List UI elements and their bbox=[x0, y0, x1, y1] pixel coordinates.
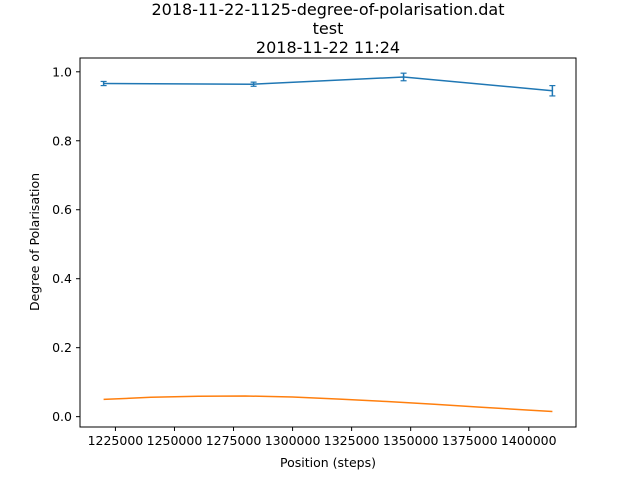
x-axis-label: Position (steps) bbox=[280, 455, 376, 470]
y-axis-label: Degree of Polarisation bbox=[27, 173, 42, 311]
title-line-3: 2018-11-22 11:24 bbox=[256, 38, 400, 57]
x-axis: 1225000 1250000 1275000 1300000 1325000 13500… bbox=[88, 427, 557, 448]
y-tick-label: 1.0 bbox=[52, 64, 72, 79]
chart-title: 2018-11-22-1125-degree-of-polarisation.d… bbox=[151, 0, 504, 57]
x-tick-label: 1225000 bbox=[88, 433, 144, 448]
series-1-line bbox=[103, 76, 553, 92]
y-tick-label: 0.2 bbox=[52, 340, 72, 355]
x-tick-label: 1400000 bbox=[501, 433, 557, 448]
y-tick-label: 0.6 bbox=[52, 202, 72, 217]
x-tick-label: 1350000 bbox=[383, 433, 439, 448]
plot-area bbox=[100, 72, 556, 413]
series-2-line bbox=[103, 395, 553, 413]
plot-frame bbox=[79, 57, 577, 428]
y-tick-label: 0.8 bbox=[52, 133, 72, 148]
x-tick-label: 1275000 bbox=[206, 433, 262, 448]
y-axis: 0.0 0.2 0.4 0.6 0.8 1.0 bbox=[52, 64, 80, 424]
y-tick-label: 0.0 bbox=[52, 409, 72, 424]
y-tick-label: 0.4 bbox=[52, 271, 72, 286]
x-tick-label: 1250000 bbox=[147, 433, 203, 448]
x-tick-label: 1325000 bbox=[324, 433, 380, 448]
title-line-2: test bbox=[313, 19, 344, 38]
title-line-1: 2018-11-22-1125-degree-of-polarisation.d… bbox=[151, 0, 504, 19]
x-tick-label: 1300000 bbox=[265, 433, 321, 448]
x-tick-label: 1375000 bbox=[442, 433, 498, 448]
